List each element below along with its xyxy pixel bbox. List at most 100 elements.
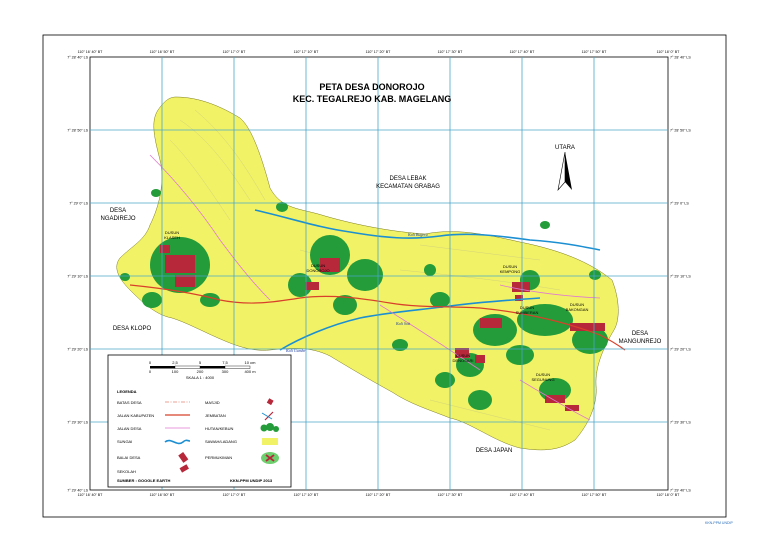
legend-sekolah: SEKOLAH: [117, 469, 136, 474]
longitude-label: 110° 17' 0" BT: [223, 50, 247, 54]
longitude-label: 110° 17' 10" BT: [294, 50, 320, 54]
svg-text:7,5: 7,5: [222, 360, 228, 365]
longitude-label: 110° 17' 50" BT: [582, 493, 608, 497]
longitude-label: 110° 17' 20" BT: [366, 50, 392, 54]
svg-text:SEGUNUNG: SEGUNUNG: [531, 377, 554, 382]
longitude-label: 110° 18' 0" BT: [657, 493, 681, 497]
latitude-label: 7° 29' 20" LS: [670, 348, 691, 352]
svg-text:100: 100: [172, 369, 179, 374]
label-ngadirejo-1: DESA: [110, 208, 126, 214]
legend-permukiman: PERMUKIMAN: [205, 455, 232, 460]
label-ngadirejo-2: NGADIREJO: [100, 216, 135, 222]
svg-text:DUSUN: DUSUN: [520, 305, 534, 310]
svg-text:300: 300: [222, 369, 229, 374]
map-title-line2: KEC. TEGALREJO KAB. MAGELANG: [293, 94, 452, 104]
hutan-kebun-icon: [260, 423, 279, 432]
legend-sawah-ladang: SAWAH/LADANG: [205, 439, 237, 444]
svg-text:DUSUN: DUSUN: [570, 302, 584, 307]
svg-text:DENOSARI: DENOSARI: [453, 358, 474, 363]
longitude-label: 110° 17' 0" BT: [223, 493, 247, 497]
legend-jembatan: JEMBATAN: [205, 413, 226, 418]
latitude-label: 7° 28' 50" LS: [67, 129, 88, 133]
svg-text:200: 200: [197, 369, 204, 374]
legend-jalan-desa: JALAN DESA: [117, 426, 142, 431]
svg-text:DONOROJO: DONOROJO: [306, 268, 329, 273]
svg-text:DUSUN: DUSUN: [503, 264, 517, 269]
river-label-gumbe: Kali Gumbe: [285, 348, 306, 353]
longitude-label: 110° 17' 50" BT: [582, 50, 608, 54]
latitude-label: 7° 28' 50" LS: [670, 129, 691, 133]
settlement-blocks: [160, 245, 605, 411]
svg-text:DUSUN: DUSUN: [311, 263, 325, 268]
svg-text:400 m: 400 m: [244, 369, 256, 374]
longitude-label: 110° 17' 30" BT: [438, 493, 464, 497]
balai-desa-icon: [178, 452, 189, 463]
jembatan-icon: [261, 411, 274, 421]
svg-text:0: 0: [149, 369, 152, 374]
river-label-soti: Kali Soti: [395, 321, 410, 326]
svg-text:DUSUN: DUSUN: [456, 353, 470, 358]
sawah-ladang-swatch: [262, 438, 278, 445]
longitude-label: 110° 18' 0" BT: [657, 50, 681, 54]
svg-text:DUSUN: DUSUN: [536, 372, 550, 377]
sekolah-icon: [179, 464, 189, 473]
latitude-label: 7° 29' 10" LS: [670, 275, 691, 279]
legend-masjid: MASJID: [205, 400, 220, 405]
latitude-label: 7° 29' 0" LS: [670, 202, 689, 206]
svg-text:KEMPONG: KEMPONG: [500, 269, 520, 274]
legend-jalan-kabupaten: JALAN KABUPATEN: [117, 413, 154, 418]
legend-title: LEGENDA: [117, 389, 137, 394]
longitude-label: 110° 16' 50" BT: [150, 493, 176, 497]
map-title-line1: PETA DESA DONOROJO: [319, 82, 424, 92]
longitude-label: 110° 17' 20" BT: [366, 493, 392, 497]
latitude-label: 7° 29' 0" LS: [69, 202, 88, 206]
longitude-label: 110° 16' 50" BT: [150, 50, 176, 54]
label-mangunrejo-2: MANGUNREJO: [619, 339, 662, 345]
latitude-label: 7° 29' 10" LS: [67, 275, 88, 279]
svg-text:2,5: 2,5: [172, 360, 178, 365]
label-klopo: DESA KLOPO: [113, 326, 152, 332]
label-mangunrejo-1: DESA: [632, 331, 648, 337]
longitude-label: 110° 17' 40" BT: [510, 50, 536, 54]
masjid-icon: [266, 398, 274, 406]
legend-sungai: SUNGAI: [117, 439, 132, 444]
svg-text:BAKONGAN: BAKONGAN: [566, 307, 589, 312]
coordinate-labels: 110° 16' 40" BT 110° 16' 40" BT 110° 16' 5…: [67, 50, 691, 497]
legend-balai-desa: BALAI DESA: [117, 455, 141, 460]
latitude-label: 7° 29' 40" LS: [67, 489, 88, 493]
footer-text: KKN-PPM UNDIP: [705, 521, 733, 525]
legend-batas-desa: BATAS DESA: [117, 400, 142, 405]
longitude-label: 110° 17' 40" BT: [510, 493, 536, 497]
north-label: UTARA: [555, 145, 575, 151]
road-desa: [149, 154, 601, 421]
label-lebak-1: DESA LEBAK: [389, 176, 426, 182]
svg-text:KLASEH: KLASEH: [164, 235, 180, 240]
svg-text:5: 5: [199, 360, 202, 365]
permukiman-icon: [261, 452, 279, 464]
longitude-label: 110° 17' 30" BT: [438, 50, 464, 54]
label-japan: DESA JAPAN: [476, 448, 513, 454]
svg-text:DUSUN: DUSUN: [165, 230, 179, 235]
svg-text:0: 0: [149, 360, 152, 365]
scale-bar: 0 2,5 5 7,5 10 cm 0 100 200 300 400 m SK…: [149, 360, 256, 380]
north-arrow-icon: [557, 151, 572, 192]
legend-source: SUMBER : GOOGLE EARTH: [117, 478, 170, 483]
legend: 0 2,5 5 7,5 10 cm 0 100 200 300 400 m SK…: [107, 354, 292, 488]
latitude-label: 7° 29' 20" LS: [67, 348, 88, 352]
river-label-bugeru: Kali Bugeru: [407, 232, 428, 237]
latitude-label: 7° 28' 40" LS: [67, 56, 88, 60]
latitude-label: 7° 28' 40" LS: [670, 56, 691, 60]
longitude-label: 110° 16' 40" BT: [78, 50, 104, 54]
svg-text:SKALA 1 : 4000: SKALA 1 : 4000: [186, 375, 215, 380]
latitude-label: 7° 29' 40" LS: [670, 489, 691, 493]
svg-text:10 cm: 10 cm: [245, 360, 257, 365]
latitude-label: 7° 29' 30" LS: [670, 421, 691, 425]
label-lebak-2: KECAMATAN GRABAG: [376, 184, 440, 190]
